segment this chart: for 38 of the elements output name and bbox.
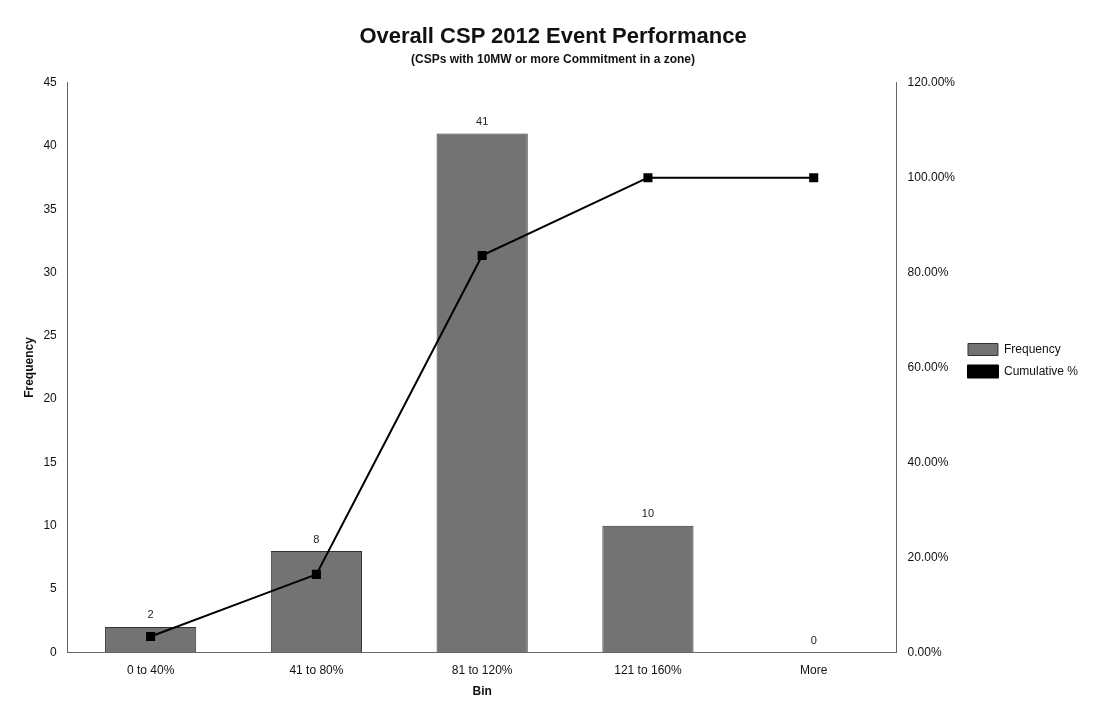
legend-label: Frequency — [1003, 341, 1061, 356]
y-axis-title: Frequency — [21, 336, 36, 398]
point — [643, 173, 653, 183]
point — [311, 569, 321, 579]
y-tick-label: 45 — [43, 75, 58, 90]
data-label: 41 — [476, 114, 489, 127]
point — [146, 632, 156, 642]
y-tick-label: 15 — [43, 454, 58, 469]
chart-title: Overall CSP 2012 Event Performance — [359, 23, 747, 49]
y-tick-label: 35 — [43, 201, 58, 216]
y2-tick-label: 0.00% — [907, 644, 942, 659]
y-tick-label: 25 — [43, 328, 58, 343]
y-tick-label: 0 — [50, 644, 58, 659]
point — [477, 250, 487, 261]
legend-label: Cumulative % — [1003, 363, 1079, 378]
y2-tick-label: 120.00% — [907, 75, 956, 90]
chart-subtitle: (CSPs with 10MW or more Commitment in a zone) — [410, 51, 696, 66]
point — [809, 173, 819, 183]
x-tick-label: More — [800, 662, 828, 677]
x-tick-label: 41 to 80% — [289, 662, 344, 677]
y-tick-label: 30 — [43, 264, 58, 279]
x-tick-label: 0 to 40% — [126, 662, 175, 677]
data-label: 10 — [641, 507, 655, 520]
y2-tick-label: 60.00% — [907, 359, 949, 374]
x-axis-title: Bin — [472, 684, 492, 699]
y2-tick-label: 20.00% — [907, 549, 949, 564]
y-tick-label: 40 — [43, 138, 58, 153]
data-label: 2 — [147, 608, 154, 621]
y-tick-label: 10 — [43, 517, 58, 532]
y2-tick-label: 40.00% — [907, 454, 949, 469]
y2-tick-label: 100.00% — [907, 170, 956, 185]
y-tick-label: 20 — [43, 391, 58, 406]
y-tick-label: 5 — [50, 581, 58, 596]
x-tick-label: 81 to 120% — [451, 662, 513, 677]
y2-tick-label: 80.00% — [907, 264, 949, 279]
x-tick-label: 121 to 160% — [614, 662, 682, 677]
data-label: 0 — [810, 633, 817, 646]
data-label: 8 — [313, 532, 320, 545]
